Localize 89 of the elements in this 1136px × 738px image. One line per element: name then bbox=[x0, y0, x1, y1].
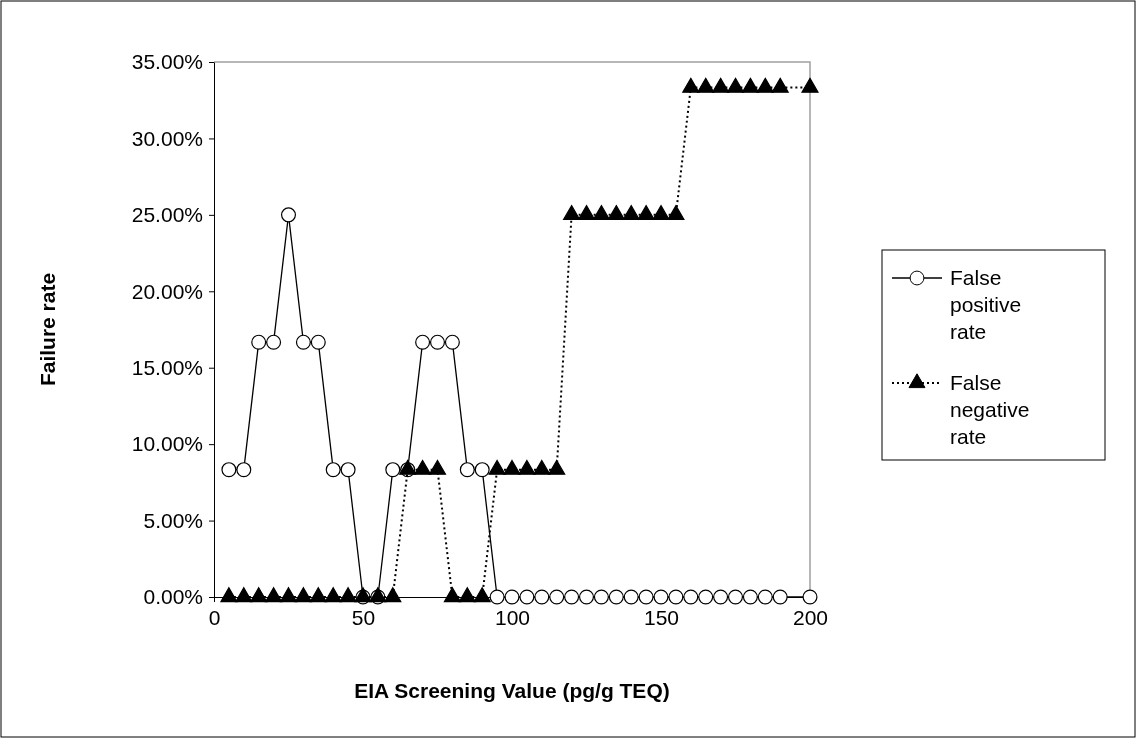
point bbox=[220, 587, 238, 603]
point bbox=[577, 205, 596, 221]
legend-label: False positive rate bbox=[950, 266, 1022, 343]
y-tick-label: 35.00% bbox=[131, 50, 203, 74]
point bbox=[384, 587, 402, 603]
point bbox=[742, 589, 758, 605]
point bbox=[310, 334, 326, 350]
point bbox=[549, 589, 565, 605]
point bbox=[295, 334, 311, 350]
x-tick-label: 150 bbox=[643, 605, 680, 629]
point bbox=[279, 587, 298, 603]
point bbox=[607, 205, 625, 221]
point bbox=[712, 77, 730, 93]
point bbox=[533, 459, 551, 475]
point bbox=[265, 587, 283, 603]
point bbox=[474, 462, 490, 478]
point bbox=[444, 334, 460, 350]
point bbox=[713, 589, 729, 605]
y-tick-label: 25.00% bbox=[131, 203, 203, 227]
x-tick-label: 100 bbox=[494, 605, 531, 629]
point bbox=[251, 334, 267, 350]
point bbox=[741, 77, 759, 93]
point bbox=[771, 77, 789, 93]
point bbox=[756, 77, 774, 93]
point bbox=[652, 205, 670, 221]
point bbox=[385, 462, 401, 478]
point bbox=[458, 587, 476, 603]
point bbox=[608, 589, 624, 605]
point bbox=[518, 459, 536, 475]
point bbox=[667, 205, 685, 221]
point bbox=[340, 462, 356, 478]
point bbox=[564, 589, 580, 605]
point bbox=[221, 462, 237, 478]
point bbox=[622, 205, 640, 221]
x-tick-label: 200 bbox=[792, 605, 829, 629]
point bbox=[250, 587, 268, 603]
point bbox=[309, 587, 327, 603]
point bbox=[801, 77, 819, 93]
x-axis-title: EIA Screening Value (pg/g TEQ) bbox=[354, 679, 670, 702]
point bbox=[414, 459, 432, 475]
y-tick-label: 10.00% bbox=[131, 432, 203, 456]
y-tick-label: 30.00% bbox=[131, 126, 203, 150]
point bbox=[459, 462, 475, 478]
point bbox=[578, 589, 595, 605]
point bbox=[429, 334, 446, 350]
point bbox=[235, 587, 253, 603]
point bbox=[668, 589, 684, 605]
point bbox=[443, 587, 461, 603]
legend-label: False negative rate bbox=[950, 371, 1030, 448]
point bbox=[802, 589, 818, 605]
point bbox=[683, 589, 699, 605]
point bbox=[623, 589, 639, 605]
point bbox=[489, 589, 505, 605]
point bbox=[428, 459, 447, 475]
point bbox=[637, 205, 655, 221]
y-tick-label: 20.00% bbox=[131, 279, 203, 303]
point bbox=[266, 334, 282, 350]
point bbox=[592, 205, 610, 221]
y-tick-label: 5.00% bbox=[143, 508, 203, 532]
point bbox=[534, 589, 550, 605]
point bbox=[324, 587, 342, 603]
point bbox=[726, 77, 745, 93]
point bbox=[488, 459, 506, 475]
point bbox=[236, 462, 252, 478]
point bbox=[697, 77, 715, 93]
point bbox=[503, 459, 521, 475]
point bbox=[638, 589, 654, 605]
point bbox=[415, 334, 431, 350]
point bbox=[593, 589, 609, 605]
point bbox=[682, 77, 700, 93]
point bbox=[548, 459, 566, 475]
point bbox=[280, 207, 297, 223]
y-axis-title: Failure rate bbox=[36, 272, 59, 387]
x-tick-label: 0 bbox=[208, 605, 221, 629]
x-tick-label: 50 bbox=[351, 605, 376, 629]
point bbox=[294, 587, 312, 603]
point bbox=[504, 589, 520, 605]
point bbox=[325, 462, 341, 478]
point bbox=[519, 589, 535, 605]
point bbox=[757, 589, 773, 605]
y-tick-label: 0.00% bbox=[143, 585, 203, 609]
y-tick-label: 15.00% bbox=[131, 355, 203, 379]
point bbox=[653, 589, 669, 605]
point bbox=[698, 589, 714, 605]
point bbox=[339, 587, 357, 603]
point bbox=[772, 589, 788, 605]
point bbox=[563, 205, 581, 221]
point bbox=[473, 587, 491, 603]
point bbox=[727, 589, 744, 605]
